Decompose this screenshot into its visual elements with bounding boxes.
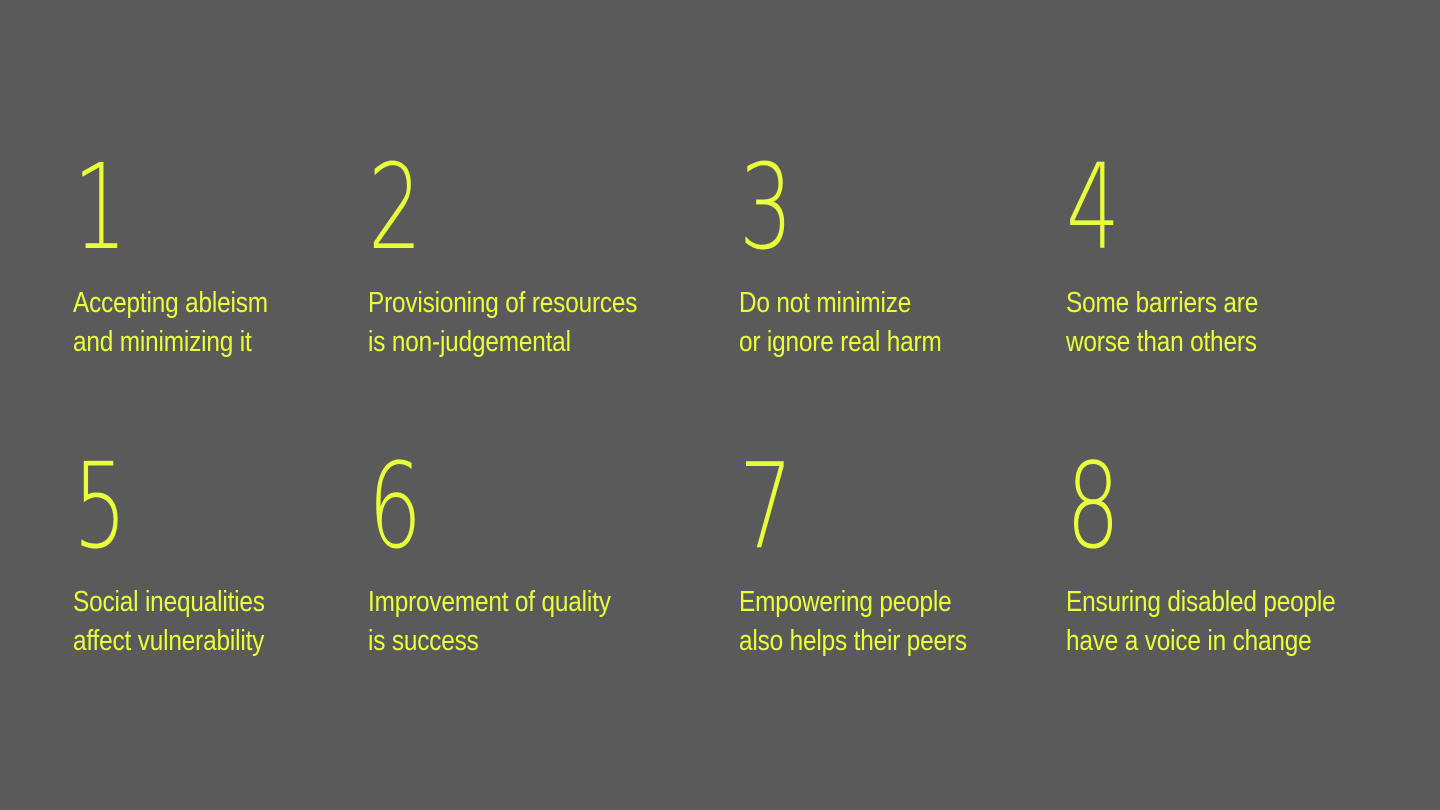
principle-text-line-2: and minimizing it [73, 326, 252, 358]
principle-text-line-2: have a voice in change [1066, 625, 1312, 657]
principle-item-7: 7 Empowering people also helps their pee… [739, 447, 1079, 661]
principle-text-line-1: Some barriers are [1066, 287, 1259, 319]
principle-number: 1 [73, 138, 127, 276]
principle-text-line-2: worse than others [1066, 326, 1257, 358]
principle-text-line-2: is success [368, 625, 479, 657]
principle-item-3: 3 Do not minimize or ignore real harm [739, 148, 1079, 362]
principle-text-line-1: Ensuring disabled people [1066, 586, 1336, 618]
principle-number: 2 [368, 138, 422, 276]
principle-text: Empowering people also helps their peers [739, 583, 1025, 661]
principle-text-line-1: Accepting ableism [73, 287, 268, 319]
principle-text-line-1: Improvement of quality [368, 586, 611, 618]
principle-text-line-1: Social inequalities [73, 586, 265, 618]
principle-text: Some barriers are worse than others [1066, 284, 1352, 362]
principle-text-line-2: also helps their peers [739, 625, 967, 657]
principle-number: 5 [73, 437, 127, 575]
principle-number: 4 [1066, 138, 1120, 276]
principle-number: 6 [368, 437, 422, 575]
principle-text-line-2: is non-judgemental [368, 326, 571, 358]
principle-item-1: 1 Accepting ableism and minimizing it [73, 148, 413, 362]
principle-item-4: 4 Some barriers are worse than others [1066, 148, 1406, 362]
principle-number: 3 [739, 138, 793, 276]
principle-number: 7 [739, 437, 793, 575]
principle-item-8: 8 Ensuring disabled people have a voice … [1066, 447, 1406, 661]
principle-text-line-2: affect vulnerability [73, 625, 265, 657]
principle-text-line-1: Do not minimize [739, 287, 912, 319]
principle-item-6: 6 Improvement of quality is success [368, 447, 708, 661]
principle-text-line-1: Provisioning of resources [368, 287, 638, 319]
principle-text: Social inequalities affect vulnerability [73, 583, 359, 661]
principle-text: Do not minimize or ignore real harm [739, 284, 1025, 362]
principle-text: Accepting ableism and minimizing it [73, 284, 359, 362]
principle-text: Ensuring disabled people have a voice in… [1066, 583, 1352, 661]
principle-number: 8 [1066, 437, 1120, 575]
principle-text-line-2: or ignore real harm [739, 326, 942, 358]
principle-item-2: 2 Provisioning of resources is non-judge… [368, 148, 708, 362]
principle-text-line-1: Empowering people [739, 586, 952, 618]
principle-item-5: 5 Social inequalities affect vulnerabili… [73, 447, 413, 661]
principle-text: Provisioning of resources is non-judgeme… [368, 284, 654, 362]
principle-text: Improvement of quality is success [368, 583, 654, 661]
